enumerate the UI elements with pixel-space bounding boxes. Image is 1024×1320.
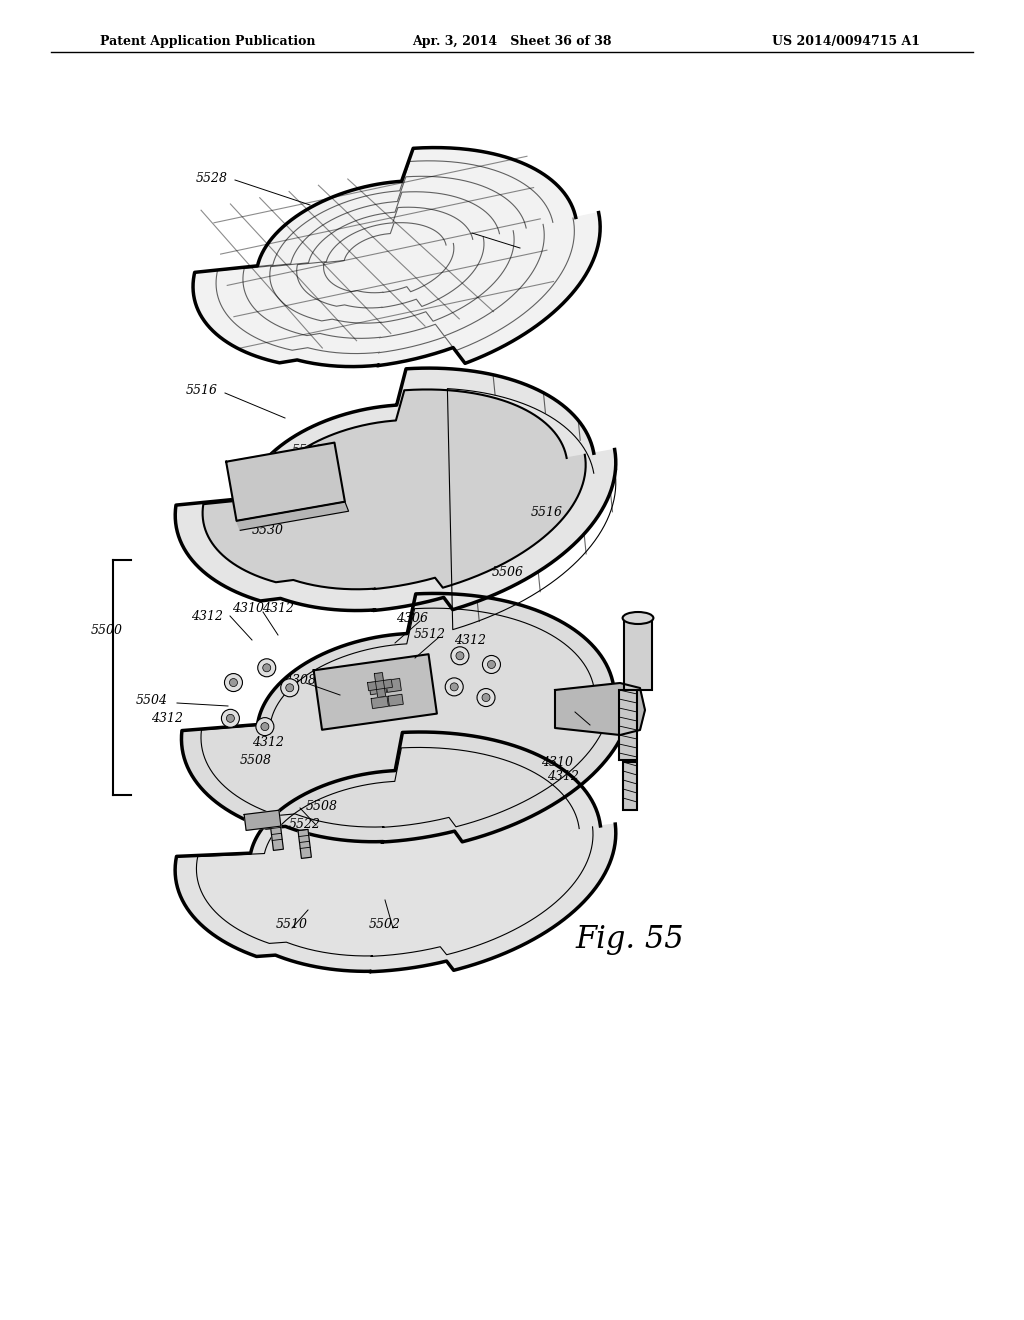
Text: 4310: 4310 bbox=[232, 602, 264, 615]
Polygon shape bbox=[298, 829, 311, 858]
Text: 5528: 5528 bbox=[530, 285, 562, 298]
Polygon shape bbox=[237, 502, 348, 531]
Text: 5506: 5506 bbox=[492, 565, 524, 578]
Polygon shape bbox=[203, 389, 586, 589]
Text: 4306: 4306 bbox=[396, 611, 428, 624]
Text: 5508: 5508 bbox=[240, 754, 272, 767]
Circle shape bbox=[258, 659, 275, 677]
Text: 5510: 5510 bbox=[276, 917, 308, 931]
Text: 4312: 4312 bbox=[191, 610, 223, 623]
Polygon shape bbox=[175, 733, 615, 972]
Text: 5516: 5516 bbox=[531, 506, 563, 519]
Polygon shape bbox=[193, 148, 600, 367]
Text: 5508: 5508 bbox=[306, 800, 338, 813]
Polygon shape bbox=[386, 678, 401, 692]
Text: 5528: 5528 bbox=[196, 172, 228, 185]
Polygon shape bbox=[388, 694, 403, 706]
Text: 5524: 5524 bbox=[562, 715, 594, 729]
Bar bbox=[623, 762, 637, 810]
Circle shape bbox=[451, 682, 458, 690]
Text: 5500: 5500 bbox=[91, 623, 123, 636]
Circle shape bbox=[281, 678, 299, 697]
Circle shape bbox=[226, 714, 234, 722]
Text: 5504: 5504 bbox=[136, 693, 168, 706]
Circle shape bbox=[445, 678, 463, 696]
Text: 5526: 5526 bbox=[514, 239, 546, 252]
Circle shape bbox=[456, 652, 464, 660]
Polygon shape bbox=[181, 594, 632, 842]
Circle shape bbox=[229, 678, 238, 686]
Text: 4312: 4312 bbox=[151, 711, 183, 725]
Polygon shape bbox=[368, 680, 392, 690]
Polygon shape bbox=[371, 697, 388, 709]
Text: 4310: 4310 bbox=[541, 755, 573, 768]
Polygon shape bbox=[375, 673, 386, 697]
Text: 4312: 4312 bbox=[547, 770, 579, 783]
Polygon shape bbox=[555, 682, 645, 735]
Circle shape bbox=[221, 709, 240, 727]
Circle shape bbox=[482, 656, 501, 673]
Polygon shape bbox=[244, 810, 281, 830]
Text: 4312: 4312 bbox=[454, 635, 486, 648]
Circle shape bbox=[477, 689, 495, 706]
Polygon shape bbox=[175, 368, 615, 611]
Text: 5516: 5516 bbox=[186, 384, 218, 396]
Bar bbox=[624, 618, 652, 690]
Polygon shape bbox=[369, 681, 386, 694]
Circle shape bbox=[261, 722, 269, 730]
Bar bbox=[618, 690, 637, 760]
Circle shape bbox=[482, 693, 490, 701]
Polygon shape bbox=[313, 655, 437, 730]
Text: 5520: 5520 bbox=[606, 693, 638, 706]
Circle shape bbox=[286, 684, 294, 692]
Text: US 2014/0094715 A1: US 2014/0094715 A1 bbox=[772, 36, 920, 48]
Text: Apr. 3, 2014   Sheet 36 of 38: Apr. 3, 2014 Sheet 36 of 38 bbox=[413, 36, 611, 48]
Text: 5512: 5512 bbox=[414, 628, 446, 642]
Polygon shape bbox=[270, 821, 284, 850]
Ellipse shape bbox=[623, 612, 653, 624]
Polygon shape bbox=[226, 442, 345, 521]
Circle shape bbox=[451, 647, 469, 665]
Text: 4312: 4312 bbox=[252, 735, 284, 748]
Text: 4308: 4308 bbox=[284, 673, 316, 686]
Text: Patent Application Publication: Patent Application Publication bbox=[100, 36, 315, 48]
Text: 5502: 5502 bbox=[369, 917, 401, 931]
Text: 5522: 5522 bbox=[289, 817, 321, 830]
Text: 5518: 5518 bbox=[292, 444, 324, 457]
Circle shape bbox=[256, 718, 273, 735]
Circle shape bbox=[487, 660, 496, 668]
Text: Fig. 55: Fig. 55 bbox=[575, 924, 684, 954]
Circle shape bbox=[224, 673, 243, 692]
Text: 5530: 5530 bbox=[252, 524, 284, 536]
Circle shape bbox=[263, 664, 270, 672]
Text: 4312: 4312 bbox=[262, 602, 294, 615]
